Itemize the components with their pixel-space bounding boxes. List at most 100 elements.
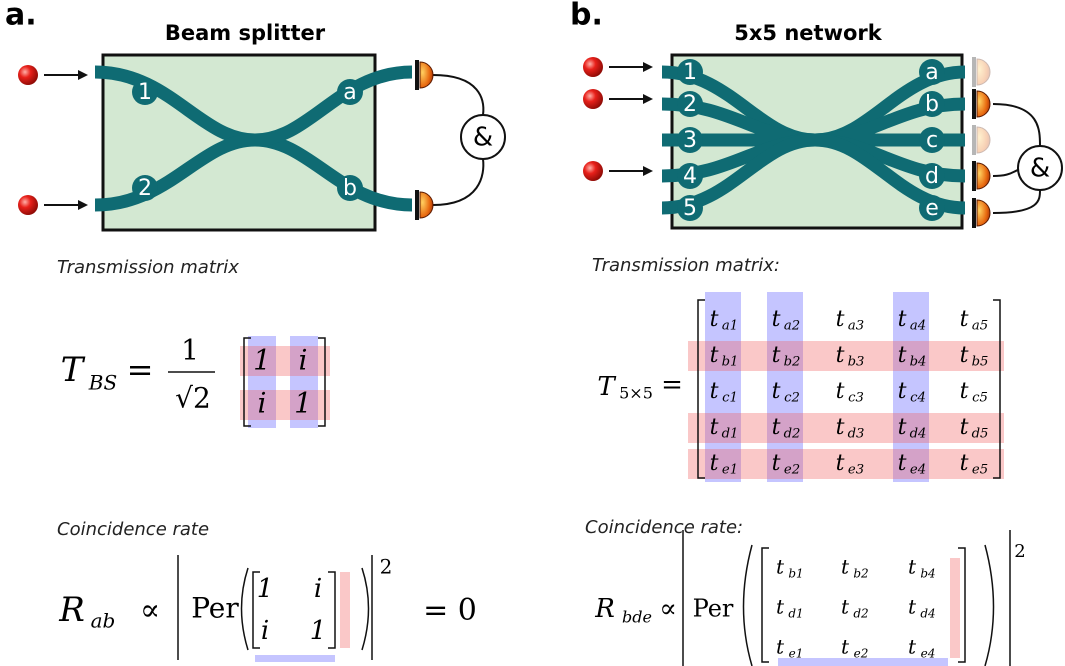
math-text: d1	[722, 427, 739, 442]
port-label: e	[925, 196, 939, 221]
caption: Coincidence rate	[57, 519, 209, 540]
detector	[972, 57, 990, 87]
math-text: 2	[380, 555, 393, 579]
math-text: R	[58, 590, 85, 630]
math-text: 5×5	[619, 384, 653, 403]
detector-bar	[972, 57, 976, 87]
port-label: 5	[683, 196, 697, 221]
detector	[972, 198, 990, 228]
math-text: i	[258, 387, 267, 420]
bracket	[328, 572, 335, 648]
math-text: T	[61, 350, 86, 390]
math-text: ∝	[659, 594, 677, 624]
highlight	[255, 655, 335, 662]
math-text: = 0	[423, 593, 477, 628]
math-text: t	[710, 379, 719, 404]
math-text: T	[597, 372, 616, 402]
detector-bar	[972, 161, 976, 191]
photon-source	[583, 57, 603, 77]
math-text: bde	[622, 608, 652, 627]
math-text: t	[836, 415, 845, 440]
math-text: c1	[722, 391, 738, 406]
math-text: d4	[920, 607, 935, 621]
port-label: a	[925, 60, 938, 85]
math-text: d1	[788, 607, 803, 621]
math-text: =	[127, 351, 154, 389]
math-text: e2	[854, 647, 869, 661]
math-text: t	[710, 343, 719, 368]
detector-bar	[415, 60, 419, 90]
math-text: 2	[1014, 541, 1025, 562]
math-text: d2	[784, 427, 801, 442]
math-text: d2	[853, 607, 868, 621]
math-text: b3	[848, 355, 865, 370]
arrow-head	[78, 70, 88, 80]
port-label: d	[925, 164, 939, 189]
math-text: i	[314, 574, 322, 604]
math-text: b2	[853, 567, 868, 581]
math-text: t	[960, 451, 969, 476]
math-text: a3	[848, 319, 864, 334]
math-text: t	[772, 307, 781, 332]
math-text: a4	[910, 319, 926, 334]
math-text: e2	[784, 463, 800, 478]
math-text: t	[836, 307, 845, 332]
math-text: t	[960, 415, 969, 440]
detector-bar	[972, 89, 976, 119]
math-text: d4	[910, 427, 927, 442]
math-text: a5	[972, 319, 988, 334]
math-text: b1	[722, 355, 739, 370]
math-text: Per	[693, 595, 734, 623]
math-text: c3	[848, 391, 864, 406]
detector-bar	[972, 198, 976, 228]
math-text: Per	[191, 592, 239, 625]
math-text: ab	[91, 609, 116, 633]
panel-label: a.	[5, 0, 37, 33]
math-text: 1	[294, 387, 312, 420]
port-label: 1	[138, 80, 152, 105]
caption: Coincidence rate:	[585, 517, 743, 538]
math-text: t	[908, 595, 917, 619]
math-text: t	[960, 343, 969, 368]
photon-source	[18, 195, 38, 215]
math-text: 1	[253, 344, 271, 377]
math-text: a2	[784, 319, 800, 334]
math-text: t	[772, 343, 781, 368]
port-label: a	[343, 80, 356, 105]
panel-label: b.	[570, 0, 603, 33]
gate-label: &	[1030, 154, 1050, 184]
wire	[993, 190, 1040, 213]
port-label: 4	[683, 164, 697, 189]
photon-source	[18, 65, 38, 85]
math-text: ∝	[140, 593, 160, 628]
highlight	[340, 572, 350, 648]
detector-bar	[415, 190, 419, 220]
math-text: b5	[972, 355, 989, 370]
math-text: t	[898, 343, 907, 368]
photon-source	[583, 89, 603, 109]
math-text: t	[772, 451, 781, 476]
math-text: e5	[972, 463, 988, 478]
math-text: c5	[972, 391, 988, 406]
figure: a. Beam splitter b. 5x5 network 12ab&1a2…	[0, 0, 1065, 666]
math-text: t	[841, 635, 850, 659]
math-text: t	[898, 307, 907, 332]
math-text: b4	[910, 355, 927, 370]
math-text: c4	[910, 391, 926, 406]
math-text: i	[299, 344, 308, 377]
math-text: √2	[175, 382, 211, 415]
port-label: b	[343, 176, 357, 201]
math-text: BS	[88, 371, 117, 395]
wire	[433, 159, 483, 205]
math-text: e4	[921, 647, 936, 661]
wire	[433, 75, 483, 115]
highlight	[240, 390, 330, 420]
panel-title: Beam splitter	[165, 21, 326, 45]
math-text: t	[908, 555, 917, 579]
math-text: t	[710, 415, 719, 440]
detector	[415, 190, 433, 220]
math-text: d5	[972, 427, 989, 442]
math-text: t	[836, 379, 845, 404]
math-text: e4	[910, 463, 926, 478]
math-text: b4	[920, 567, 935, 581]
